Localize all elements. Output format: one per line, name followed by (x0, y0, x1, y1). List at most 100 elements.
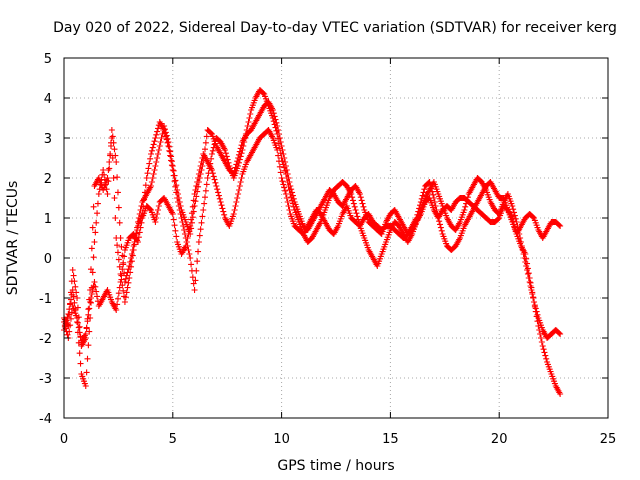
data-point (147, 155, 154, 162)
data-point (171, 178, 178, 185)
data-point (197, 171, 204, 177)
data-point (104, 175, 111, 181)
data-point (189, 214, 196, 221)
data-point (132, 235, 139, 242)
data-point (283, 167, 290, 173)
data-point (122, 294, 129, 301)
data-point (528, 287, 535, 293)
series-1 (61, 127, 564, 397)
data-point (74, 295, 81, 301)
data-point (221, 211, 228, 218)
data-point (193, 267, 200, 274)
data-point (203, 181, 210, 188)
x-axis-label: GPS time / hours (277, 458, 394, 474)
x-tick-label: 15 (382, 432, 399, 447)
data-point (197, 226, 204, 233)
data-point (437, 221, 444, 228)
data-point (430, 191, 437, 198)
data-point (247, 111, 254, 117)
data-point (418, 195, 425, 202)
data-point (511, 212, 518, 219)
data-point (351, 203, 358, 210)
plot-frame (63, 57, 609, 419)
data-point (142, 182, 149, 189)
data-point (238, 175, 245, 181)
data-point (204, 175, 211, 181)
data-point (172, 177, 179, 184)
data-point (464, 194, 471, 201)
data-point (172, 227, 179, 234)
data-point (171, 172, 178, 179)
data-point (152, 163, 159, 169)
data-point (222, 150, 229, 157)
data-point (175, 195, 182, 201)
data-point (273, 119, 280, 126)
data-point (461, 207, 468, 213)
data-point (193, 193, 200, 200)
data-point (88, 245, 95, 252)
data-point (87, 299, 94, 306)
data-point (187, 255, 194, 261)
data-point (235, 151, 242, 158)
data-point (75, 324, 82, 331)
data-point (186, 251, 193, 257)
data-point (270, 110, 277, 117)
data-point (436, 218, 443, 225)
data-point (114, 295, 121, 302)
data-point (434, 211, 441, 217)
data-point (180, 223, 187, 229)
data-point (215, 192, 222, 199)
data-point (208, 151, 215, 157)
data-point (168, 158, 175, 165)
data-point (104, 191, 111, 197)
data-point (286, 179, 293, 185)
data-point (199, 213, 206, 220)
data-point (530, 295, 537, 301)
data-point (272, 116, 279, 123)
data-point (91, 239, 98, 245)
data-point (149, 144, 156, 151)
data-point (416, 202, 423, 209)
data-point (159, 131, 166, 137)
data-point (512, 215, 519, 222)
data-point (233, 199, 240, 205)
data-point (131, 241, 138, 248)
data-point (145, 165, 152, 172)
data-point (70, 272, 77, 279)
data-point (130, 247, 137, 253)
data-point (178, 215, 185, 221)
data-point (127, 269, 134, 276)
data-point (279, 158, 286, 165)
data-point (86, 328, 93, 335)
data-point (522, 259, 529, 265)
data-point (191, 203, 198, 209)
x-tick-label: 0 (60, 432, 68, 447)
data-point (119, 282, 126, 289)
data-point (166, 143, 173, 150)
data-point (169, 163, 176, 169)
x-tick-label: 5 (169, 432, 177, 447)
data-point (117, 271, 124, 277)
y-tick-label: 1 (44, 212, 52, 227)
data-point (150, 141, 157, 148)
y-tick-label: 5 (44, 52, 52, 67)
data-point (419, 192, 426, 199)
data-point (188, 261, 195, 268)
data-point (182, 235, 189, 241)
data-point (194, 258, 201, 265)
data-point (530, 214, 537, 221)
data-point (235, 187, 242, 193)
data-point (85, 342, 92, 349)
data-point (285, 175, 292, 181)
data-point (355, 216, 362, 223)
data-point (154, 155, 161, 161)
data-point (67, 296, 74, 303)
data-point (543, 355, 550, 362)
data-point (149, 175, 156, 181)
data-point (148, 147, 155, 154)
data-point (556, 330, 563, 337)
data-point (438, 227, 445, 234)
data-point (164, 135, 171, 142)
data-point (280, 151, 287, 157)
data-point (202, 139, 209, 146)
